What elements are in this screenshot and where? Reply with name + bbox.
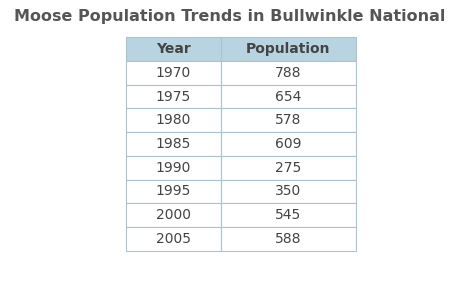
Bar — [126, 203, 220, 227]
Bar — [220, 156, 356, 180]
Bar — [220, 108, 356, 132]
Text: 588: 588 — [275, 232, 301, 246]
Bar — [220, 61, 356, 85]
Bar — [126, 227, 220, 251]
Text: 275: 275 — [275, 161, 301, 175]
Bar — [126, 108, 220, 132]
Text: 350: 350 — [275, 184, 301, 198]
Bar — [126, 132, 220, 156]
Bar — [126, 61, 220, 85]
Bar — [220, 132, 356, 156]
Text: 609: 609 — [275, 137, 301, 151]
Text: 2000: 2000 — [156, 208, 191, 222]
Text: 1980: 1980 — [156, 113, 191, 127]
Text: 1975: 1975 — [156, 90, 191, 104]
Bar — [220, 203, 356, 227]
Bar — [126, 156, 220, 180]
Text: 1990: 1990 — [156, 161, 191, 175]
Text: 545: 545 — [275, 208, 301, 222]
Bar — [126, 37, 220, 61]
Text: Moose Population Trends in Bullwinkle National Park: Moose Population Trends in Bullwinkle Na… — [14, 9, 450, 23]
Text: Year: Year — [156, 42, 191, 56]
Bar — [220, 180, 356, 203]
Bar — [220, 37, 356, 61]
Text: 578: 578 — [275, 113, 301, 127]
Bar — [220, 227, 356, 251]
Text: 654: 654 — [275, 90, 301, 104]
Text: 1970: 1970 — [156, 66, 191, 80]
Text: 1995: 1995 — [156, 184, 191, 198]
Bar — [126, 85, 220, 108]
Text: 788: 788 — [275, 66, 301, 80]
Text: Population: Population — [246, 42, 330, 56]
Text: 1985: 1985 — [156, 137, 191, 151]
Bar — [220, 85, 356, 108]
Bar — [126, 180, 220, 203]
Text: 2005: 2005 — [156, 232, 191, 246]
